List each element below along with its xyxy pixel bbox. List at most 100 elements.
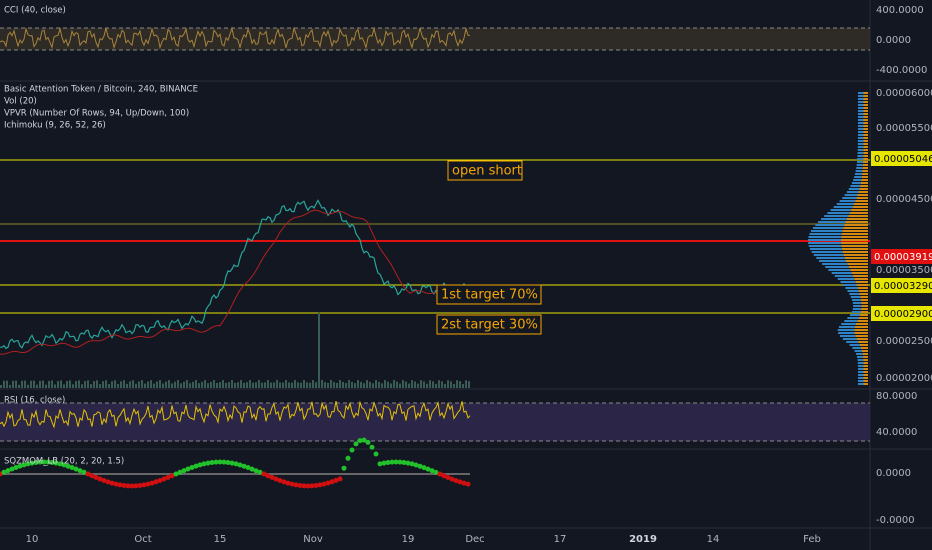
- vpvr-bar: [819, 260, 846, 262]
- volume-bar: [222, 380, 224, 388]
- vpvr-bar: [838, 326, 855, 328]
- volume-bar: [291, 382, 293, 388]
- volume-bar: [393, 380, 395, 388]
- vpvr-bar: [857, 140, 864, 142]
- vpvr-bar: [852, 206, 868, 208]
- vpvr-bar: [818, 221, 846, 223]
- momentum-dot: [309, 483, 315, 489]
- vpvr-bar: [849, 212, 868, 214]
- vpvr-bar: [857, 137, 864, 139]
- vpvr-bar: [845, 260, 868, 262]
- volume-bar: [333, 382, 335, 388]
- momentum-dot: [397, 459, 403, 465]
- volume-bar: [99, 384, 101, 388]
- momentum-dot: [21, 462, 27, 468]
- vpvr-bar: [857, 368, 864, 370]
- volume-bar: [60, 380, 62, 388]
- vpvr-bar: [830, 209, 852, 211]
- vpvr-bar: [841, 248, 868, 250]
- momentum-dot: [45, 459, 51, 465]
- momentum-dot: [9, 466, 15, 472]
- vpvr-bar: [857, 95, 864, 97]
- volume-bar: [417, 383, 419, 388]
- vpvr-bar: [858, 341, 868, 343]
- volume-bar: [372, 383, 374, 388]
- cci-legend: CCI (40, close): [4, 6, 66, 16]
- vpvr-bar: [863, 380, 868, 382]
- volume-bar: [396, 381, 398, 388]
- vpvr-bar: [839, 335, 856, 337]
- volume-bar: [192, 381, 194, 388]
- time-label: 15: [214, 534, 227, 545]
- momentum-dot: [89, 473, 95, 479]
- volume-bar: [387, 381, 389, 388]
- volume-bar: [183, 381, 185, 388]
- momentum-dot: [325, 480, 331, 486]
- vpvr-bar: [861, 179, 868, 181]
- vpvr-bar: [859, 344, 868, 346]
- sqzmom-legend: SQZMOM_LB (20, 2, 20, 1.5): [4, 457, 124, 467]
- volume-bar: [102, 381, 104, 388]
- volume-bar: [189, 383, 191, 388]
- momentum-dot: [269, 474, 275, 480]
- vpvr-bar: [854, 332, 868, 334]
- vpvr-bar: [846, 191, 859, 193]
- cci-band: [0, 28, 870, 50]
- momentum-dot: [41, 459, 47, 465]
- volume-bar: [216, 383, 218, 388]
- volume-bar: [423, 381, 425, 388]
- axis-label: -0.0000: [876, 515, 915, 526]
- vpvr-bar: [846, 218, 868, 220]
- volume-bar: [159, 380, 161, 388]
- vpvr-bar: [842, 197, 857, 199]
- volume-bar: [357, 380, 359, 388]
- momentum-dot: [345, 455, 351, 461]
- volume-bar: [237, 382, 239, 388]
- momentum-dot: [177, 469, 183, 475]
- momentum-dot: [337, 476, 343, 482]
- time-label: Dec: [465, 534, 484, 545]
- momentum-dot: [365, 439, 371, 445]
- momentum-dot: [145, 481, 151, 487]
- momentum-dot: [205, 460, 211, 466]
- cloud-line: [0, 209, 470, 355]
- vpvr-bar: [850, 269, 868, 271]
- volume-bar: [48, 380, 50, 388]
- vpvr-bar: [842, 251, 868, 253]
- axis-label: 0.00004500: [876, 194, 932, 205]
- volume-bar: [339, 380, 341, 388]
- volume-bar: [378, 381, 380, 388]
- time-label: 14: [707, 534, 720, 545]
- vpvr-bar: [857, 113, 864, 115]
- volume-bar: [453, 384, 455, 388]
- volume-bar: [129, 381, 131, 388]
- volume-bar: [120, 381, 122, 388]
- volume-bar: [111, 381, 113, 388]
- vpvr-bar: [811, 230, 843, 232]
- vpvr-bar: [856, 284, 868, 286]
- time-label: 10: [26, 534, 39, 545]
- momentum-dot: [253, 468, 259, 474]
- momentum-dot: [105, 479, 111, 485]
- volume-bar: [219, 382, 221, 388]
- vpvr-bar: [853, 179, 862, 181]
- vpvr-bar: [821, 218, 847, 220]
- vpvr-bar: [860, 185, 868, 187]
- momentum-dot: [117, 482, 123, 488]
- volume-bar: [150, 380, 152, 388]
- vpvr-bar: [857, 131, 864, 133]
- vpvr-bar: [841, 233, 868, 235]
- momentum-dot: [25, 461, 31, 467]
- vpvr-bar: [837, 329, 855, 331]
- volume-bar: [36, 384, 38, 388]
- volume-bar: [195, 380, 197, 388]
- volume-bar: [204, 380, 206, 388]
- volume-bar: [15, 380, 17, 388]
- volume-bar: [3, 380, 5, 388]
- volume-bar: [381, 383, 383, 388]
- vpvr-bar: [857, 194, 868, 196]
- vpvr-bar: [857, 320, 868, 322]
- vpvr-bar: [857, 158, 864, 160]
- rsi-band: [0, 403, 870, 441]
